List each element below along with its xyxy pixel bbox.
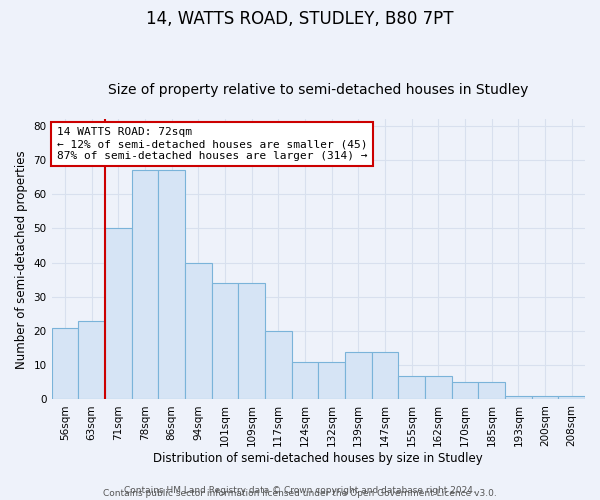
Bar <box>158 170 185 400</box>
Title: Size of property relative to semi-detached houses in Studley: Size of property relative to semi-detach… <box>108 83 529 97</box>
Bar <box>238 283 265 400</box>
Bar <box>212 283 238 400</box>
Bar <box>345 352 371 400</box>
Text: Contains HM Land Registry data © Crown copyright and database right 2024.: Contains HM Land Registry data © Crown c… <box>124 486 476 495</box>
Text: 14 WATTS ROAD: 72sqm
← 12% of semi-detached houses are smaller (45)
87% of semi-: 14 WATTS ROAD: 72sqm ← 12% of semi-detac… <box>57 128 367 160</box>
Text: 14, WATTS ROAD, STUDLEY, B80 7PT: 14, WATTS ROAD, STUDLEY, B80 7PT <box>146 10 454 28</box>
Bar <box>398 376 425 400</box>
Text: Contains public sector information licensed under the Open Government Licence v3: Contains public sector information licen… <box>103 488 497 498</box>
Bar <box>371 352 398 400</box>
Bar <box>425 376 452 400</box>
Bar <box>292 362 318 400</box>
Bar <box>52 328 78 400</box>
Bar <box>185 262 212 400</box>
X-axis label: Distribution of semi-detached houses by size in Studley: Distribution of semi-detached houses by … <box>154 452 483 465</box>
Bar <box>265 331 292 400</box>
Bar <box>78 321 105 400</box>
Y-axis label: Number of semi-detached properties: Number of semi-detached properties <box>15 150 28 368</box>
Bar <box>532 396 559 400</box>
Bar <box>505 396 532 400</box>
Bar <box>452 382 478 400</box>
Bar <box>318 362 345 400</box>
Bar <box>559 396 585 400</box>
Bar <box>105 228 131 400</box>
Bar <box>131 170 158 400</box>
Bar <box>478 382 505 400</box>
